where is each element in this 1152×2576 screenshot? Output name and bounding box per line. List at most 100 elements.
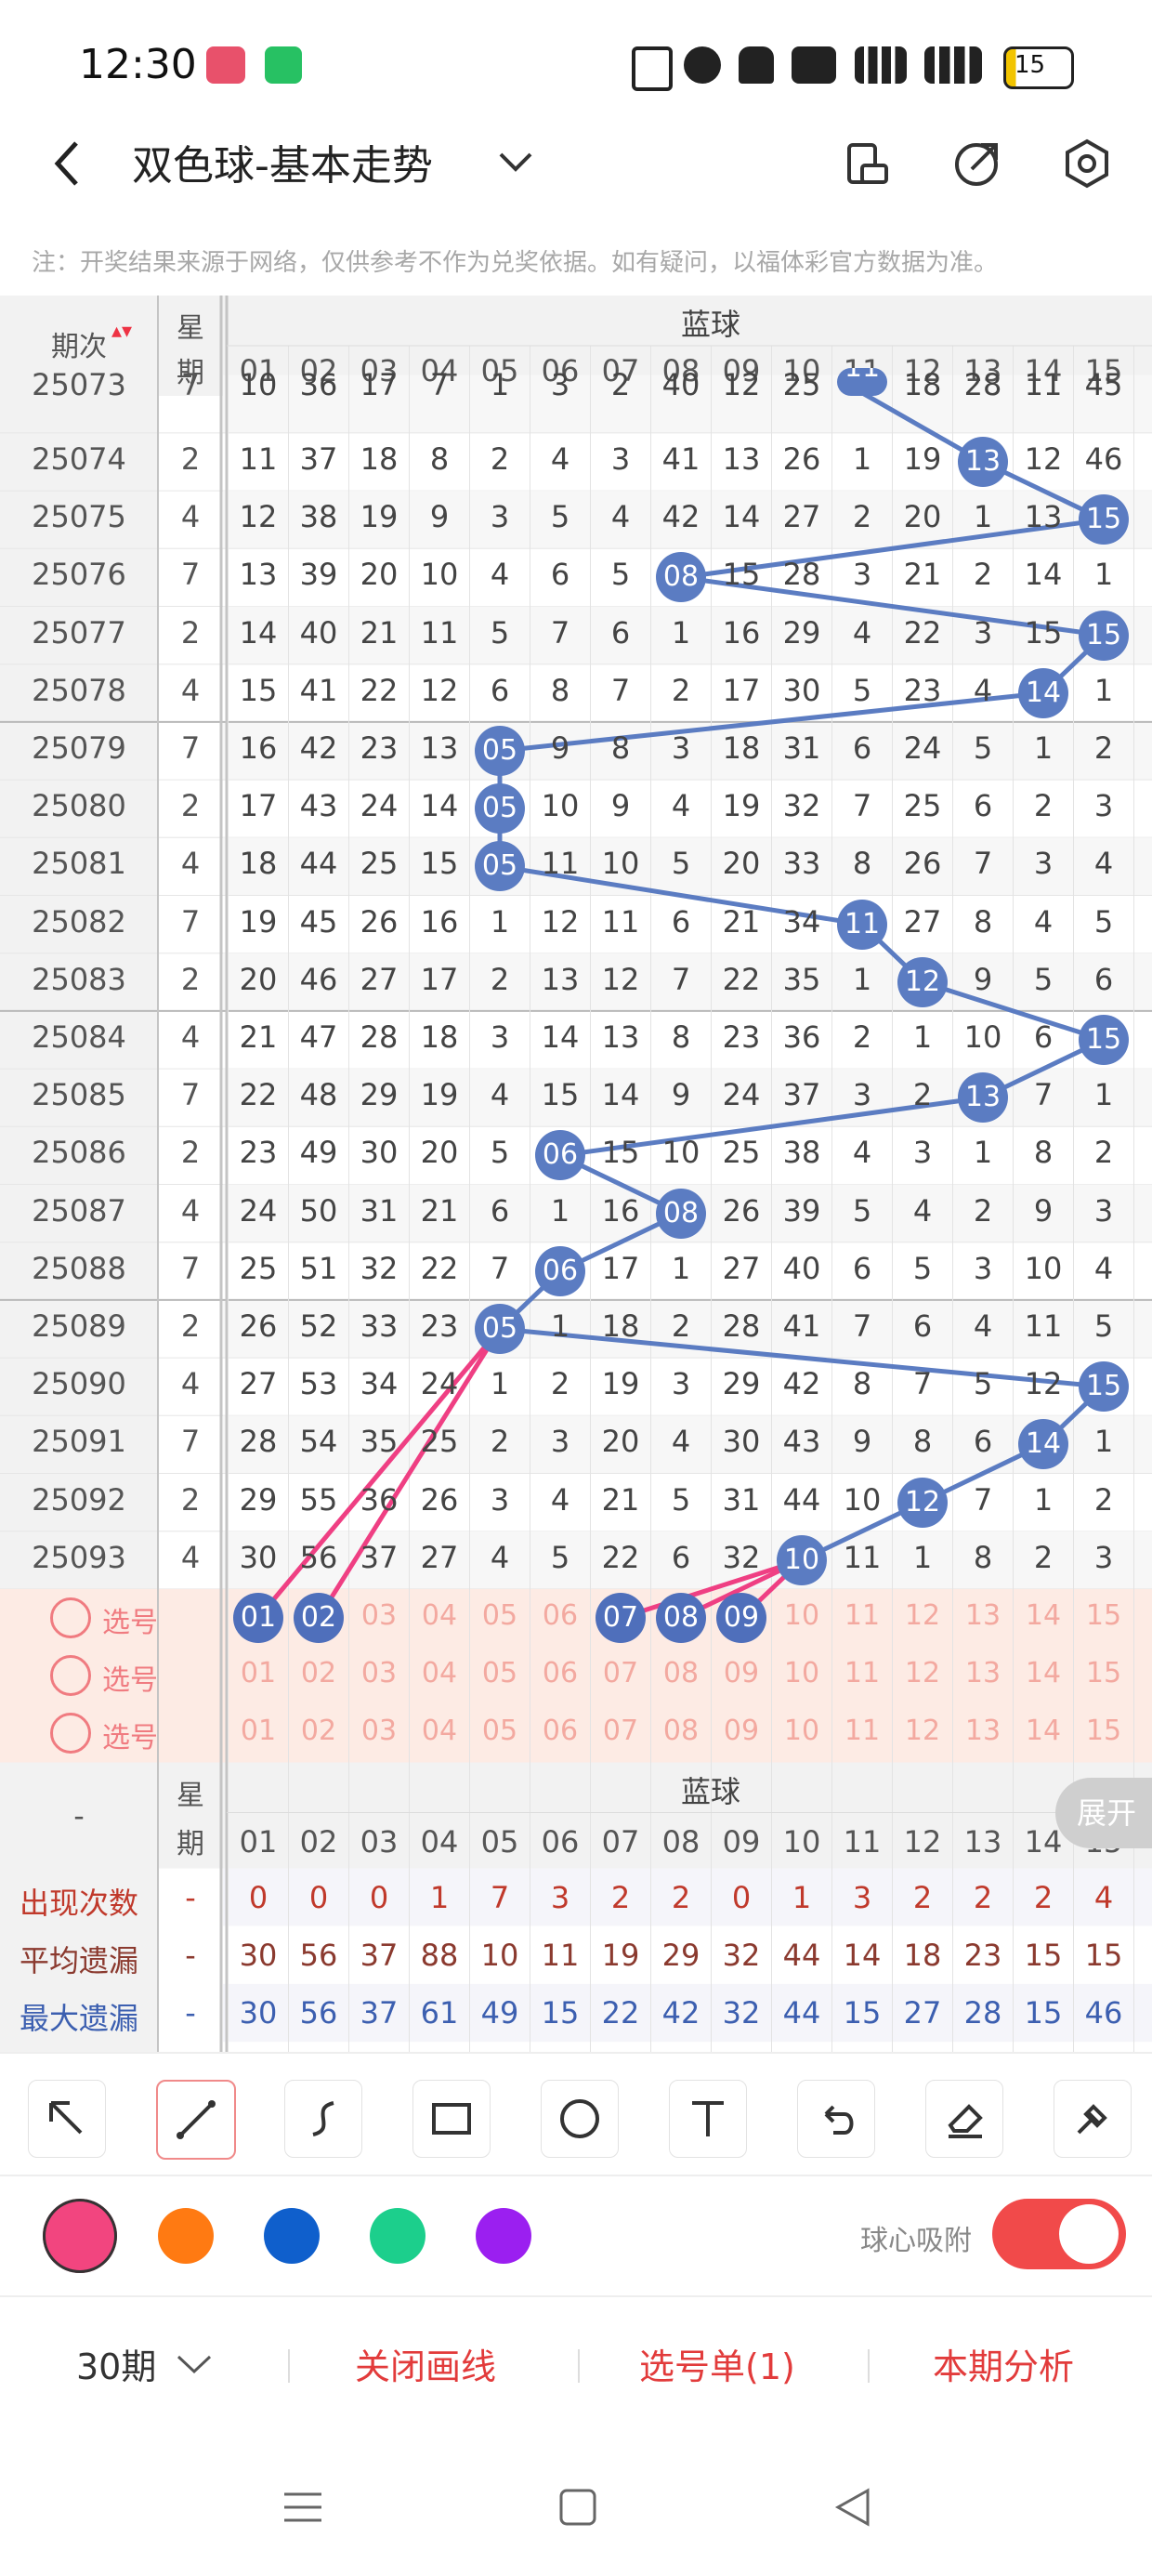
pick-number[interactable]: 09 [723, 1715, 760, 1748]
nav-home-button[interactable] [557, 2487, 598, 2528]
drawn-ball[interactable]: 08 [656, 1188, 706, 1239]
landscape-button[interactable] [844, 139, 892, 188]
settings-button[interactable] [1061, 138, 1113, 190]
pick-number[interactable]: 14 [1025, 1715, 1062, 1748]
drawn-ball[interactable]: 06 [535, 1245, 585, 1296]
pick-number[interactable]: 15 [1085, 1599, 1122, 1632]
pick-number[interactable]: 10 [783, 1715, 820, 1748]
pick-number[interactable]: 08 [662, 1657, 700, 1690]
pick-number[interactable]: 12 [904, 1657, 941, 1690]
pick-number[interactable]: 11 [844, 1657, 881, 1690]
color-swatch[interactable] [43, 2199, 117, 2273]
title-dropdown-button[interactable] [497, 149, 534, 177]
pick-number[interactable]: 15 [1085, 1715, 1122, 1748]
drawn-ball[interactable]: 05 [475, 841, 525, 892]
pick-number[interactable]: 01 [240, 1715, 277, 1748]
pick-label[interactable]: 选号 [102, 1722, 158, 1755]
pick-number[interactable]: 06 [542, 1657, 579, 1690]
pick-number[interactable]: 08 [662, 1715, 700, 1748]
drawn-ball[interactable]: 05 [475, 1304, 525, 1354]
pick-number[interactable]: 14 [1025, 1599, 1062, 1632]
picked-number[interactable]: 07 [596, 1593, 646, 1643]
snap-toggle[interactable] [992, 2199, 1126, 2269]
pick-radio[interactable] [50, 1597, 91, 1638]
drawn-ball[interactable]: 15 [1079, 610, 1129, 661]
circle-tool-button[interactable] [541, 2080, 619, 2158]
drawn-ball[interactable]: 05 [475, 783, 525, 835]
undo-tool-button[interactable] [797, 2080, 875, 2158]
pick-number[interactable]: 04 [421, 1657, 458, 1690]
pick-number[interactable]: 04 [421, 1715, 458, 1748]
line-tool-button[interactable] [156, 2080, 236, 2160]
pick-label[interactable]: 选号 [102, 1664, 158, 1698]
pick-number[interactable]: 07 [602, 1657, 639, 1690]
back-button[interactable] [48, 138, 85, 190]
pick-number[interactable]: 02 [300, 1657, 337, 1690]
rectangle-tool-button[interactable] [412, 2080, 491, 2158]
drawn-ball[interactable]: 15 [1079, 494, 1129, 545]
period-select[interactable]: 30期 [76, 2338, 216, 2390]
pick-number[interactable]: 04 [421, 1599, 458, 1632]
nav-back-button[interactable] [832, 2487, 873, 2528]
pick-number[interactable]: 14 [1025, 1657, 1062, 1690]
picked-number[interactable]: 09 [716, 1593, 766, 1643]
pick-number[interactable]: 05 [481, 1599, 518, 1632]
period-column-header[interactable]: 期次 [51, 331, 107, 363]
drawn-ball[interactable]: 14 [1018, 1419, 1068, 1470]
analysis-button[interactable]: 本期分析 [933, 2346, 1075, 2387]
pick-radio[interactable] [50, 1713, 91, 1755]
share-button[interactable] [951, 138, 1003, 190]
drawn-pink-line[interactable] [620, 1557, 803, 1621]
arrow-tool-button[interactable] [28, 2080, 106, 2158]
color-swatch[interactable] [264, 2208, 320, 2264]
drawn-ball[interactable]: 10 [777, 1534, 827, 1585]
sort-arrows-icon[interactable]: ▴▾ [111, 320, 133, 343]
drawn-ball[interactable]: 11 [837, 899, 887, 950]
pick-number[interactable]: 01 [240, 1657, 277, 1690]
expand-button[interactable]: 展开 [1055, 1777, 1152, 1848]
drawn-pink-line[interactable] [256, 1327, 502, 1620]
pick-radio[interactable] [50, 1655, 91, 1697]
pick-number[interactable]: 06 [542, 1599, 579, 1632]
pick-number[interactable]: 03 [360, 1657, 398, 1690]
close-lines-button[interactable]: 关闭画线 [355, 2346, 497, 2387]
color-swatch[interactable] [370, 2208, 425, 2264]
pick-number[interactable]: 10 [783, 1599, 820, 1632]
drawn-ball[interactable]: 05 [475, 726, 525, 776]
pick-number[interactable]: 11 [844, 1599, 881, 1632]
curve-tool-button[interactable] [284, 2080, 362, 2158]
pick-label[interactable]: 选号 [102, 1607, 158, 1639]
pick-number[interactable]: 03 [360, 1599, 398, 1632]
drawn-ball[interactable]: 13 [958, 437, 1008, 487]
pick-number[interactable]: 02 [300, 1715, 337, 1748]
drawn-ball[interactable]: 06 [535, 1130, 585, 1181]
text-tool-button[interactable] [669, 2080, 747, 2158]
pick-number[interactable]: 09 [723, 1657, 760, 1690]
pick-number[interactable]: 11 [844, 1715, 881, 1748]
pick-number[interactable]: 05 [481, 1715, 518, 1748]
drawn-pink-line[interactable] [316, 1327, 503, 1620]
drawn-ball[interactable]: 14 [1018, 667, 1068, 718]
drawn-ball[interactable]: 15 [1079, 1015, 1129, 1065]
drawn-ball[interactable]: 08 [656, 552, 706, 603]
pick-number[interactable]: 03 [360, 1715, 398, 1748]
color-swatch[interactable] [476, 2208, 531, 2264]
clear-tool-button[interactable] [1054, 2080, 1132, 2158]
pick-number[interactable]: 07 [602, 1715, 639, 1748]
pick-number[interactable]: 12 [904, 1599, 941, 1632]
drawn-ball[interactable]: 12 [897, 1477, 948, 1528]
pick-number[interactable]: 15 [1085, 1657, 1122, 1690]
picked-number[interactable]: 01 [233, 1593, 283, 1643]
pick-number[interactable]: 12 [904, 1715, 941, 1748]
pick-number[interactable]: 13 [964, 1715, 1001, 1748]
pick-number[interactable]: 10 [783, 1657, 820, 1690]
picked-number[interactable]: 02 [294, 1593, 344, 1643]
picked-number[interactable]: 08 [656, 1593, 706, 1643]
eraser-tool-button[interactable] [925, 2080, 1003, 2158]
pick-list-button[interactable]: 选号单(1) [639, 2346, 795, 2387]
nav-menu-button[interactable] [282, 2487, 323, 2528]
pick-number[interactable]: 05 [481, 1657, 518, 1690]
drawn-ball[interactable]: 12 [897, 956, 948, 1007]
drawn-ball[interactable]: 13 [958, 1072, 1008, 1124]
pick-number[interactable]: 06 [542, 1715, 579, 1748]
